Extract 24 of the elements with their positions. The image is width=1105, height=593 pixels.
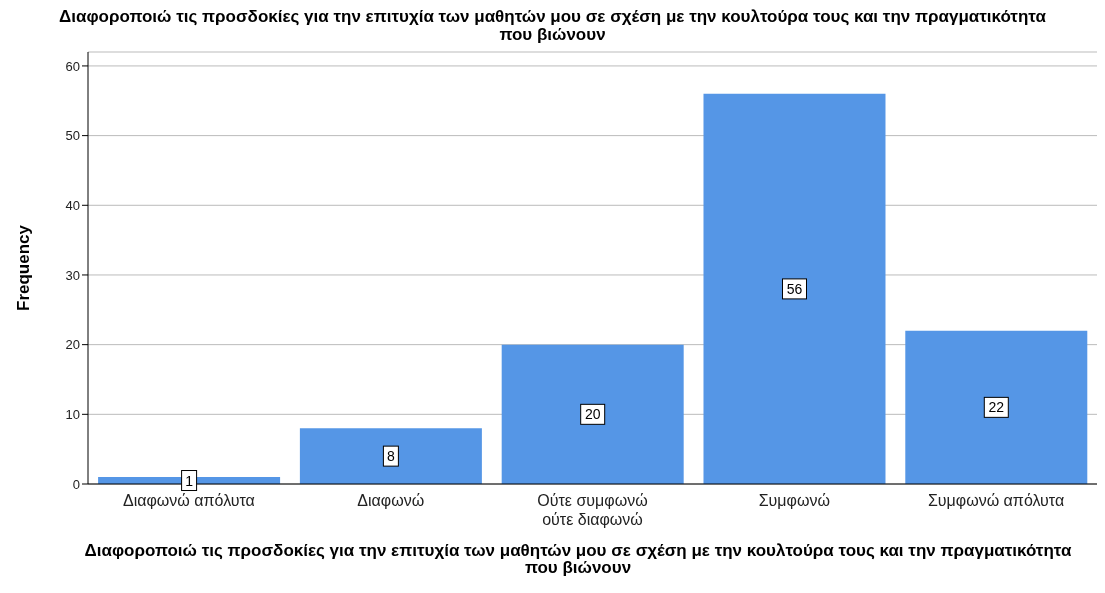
x-tick-label: Ούτε συμφωνώ ούτε διαφωνώ (537, 492, 648, 528)
data-label: 1 (185, 472, 194, 489)
x-tick-label: Συμφωνώ απόλυτα (927, 492, 1065, 509)
bar (501, 344, 684, 484)
y-axis-title: Frequency (14, 224, 34, 311)
y-tick-label: 40 (65, 197, 80, 213)
data-label: 20 (584, 406, 601, 423)
bar (299, 428, 482, 484)
x-tick-label: Διαφωνώ (357, 492, 425, 509)
y-tick-label: 10 (65, 406, 80, 422)
x-tick-label: Συμφωνώ (758, 492, 830, 509)
data-label: 56 (786, 280, 803, 297)
y-tick-label: 0 (72, 476, 80, 492)
y-tick-label: 50 (65, 128, 80, 144)
x-tick-label: Διαφωνώ απόλυτα (122, 492, 255, 509)
y-tick-label: 60 (65, 58, 80, 74)
x-axis-title: Διαφοροποιώ τις προσδοκίες για την επιτυχία των μαθητών μου σε σχέση με την κουλτούρα τους και την πραγματικότητα που βιώνουν (83, 541, 1073, 577)
data-label: 22 (988, 399, 1005, 416)
bar (703, 93, 886, 484)
y-tick-label: 20 (65, 337, 80, 353)
bar (905, 330, 1088, 484)
chart-title: Διαφοροποιώ τις προσδοκίες για την επιτυχία των μαθητών μου σε σχέση με την κουλτούρα τους και την πραγματικότητα που βιώνουν (58, 7, 1047, 44)
y-tick-label: 30 (65, 267, 80, 283)
data-label: 8 (386, 448, 395, 465)
